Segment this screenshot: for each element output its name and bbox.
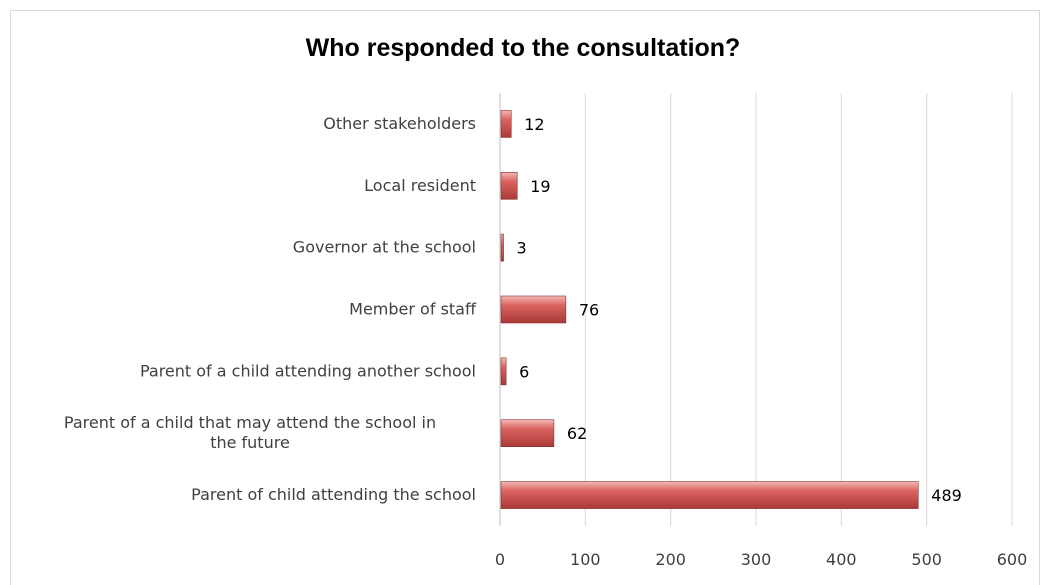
- chart-title: Who responded to the consultation?: [305, 34, 741, 62]
- x-tick-label: 0: [495, 550, 505, 569]
- category-label: Member of staff: [349, 300, 477, 319]
- category-label: Other stakeholders: [323, 114, 476, 133]
- data-label: 6: [519, 362, 529, 381]
- bar: [500, 110, 512, 138]
- data-label: 19: [530, 177, 550, 196]
- bar: [500, 481, 919, 509]
- bar: [500, 295, 567, 324]
- category-label: Governor at the school: [293, 238, 476, 257]
- data-label: 76: [579, 301, 599, 320]
- bar: [500, 357, 507, 386]
- x-tick-label: 100: [570, 550, 601, 569]
- data-label: 489: [931, 486, 962, 505]
- category-label: Local resident: [364, 176, 476, 195]
- x-tick-label: 400: [826, 550, 857, 569]
- category-label: Parent of a child attending another scho…: [140, 361, 476, 380]
- data-label: 12: [524, 115, 544, 134]
- category-label: Parent of child attending the school: [191, 485, 476, 504]
- x-tick-label: 600: [997, 550, 1028, 569]
- category-label: Parent of a child that may attend the sc…: [64, 413, 436, 452]
- bar: [500, 171, 518, 200]
- bar: [500, 419, 555, 448]
- data-label: 3: [517, 239, 527, 258]
- data-label: 62: [567, 424, 587, 443]
- bar: [500, 233, 504, 262]
- x-tick-label: 500: [911, 550, 942, 569]
- x-tick-label: 300: [741, 550, 772, 569]
- x-tick-label: 200: [655, 550, 686, 569]
